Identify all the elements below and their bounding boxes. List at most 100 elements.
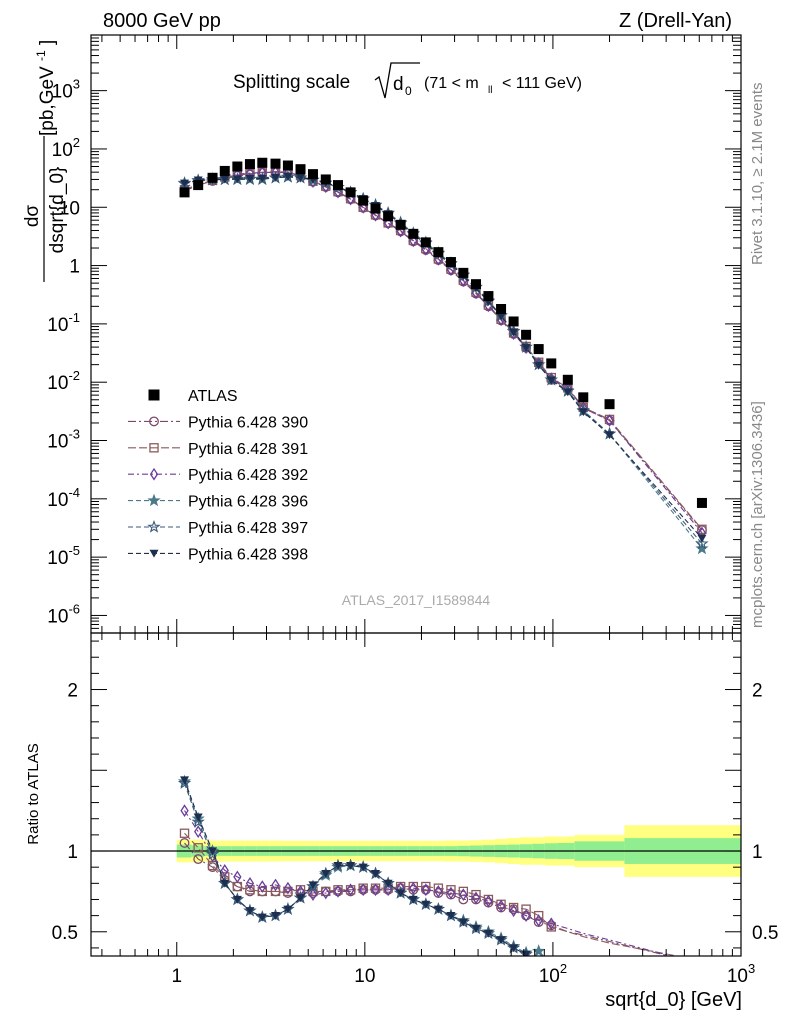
ratio-panel: 0.5 0.5 1 1 2 2 1 10 102 103 Ratio to ATLAS sqrt… — [25, 632, 778, 1011]
ratio-point — [308, 888, 318, 901]
ratio-point — [521, 904, 531, 914]
y-tick-label: 10-1 — [47, 310, 80, 336]
ratio-point — [283, 905, 293, 914]
ratio-point — [421, 881, 431, 892]
ratio-point — [496, 936, 506, 945]
data-point — [207, 172, 218, 183]
ratio-point — [321, 870, 331, 878]
series-atlas — [179, 157, 707, 508]
title-cut-sub: ll — [488, 85, 492, 96]
ratio-point — [257, 913, 267, 922]
ratio-series-pythia-6-428-398 — [180, 776, 531, 956]
data-point — [546, 358, 557, 369]
data-point — [409, 234, 418, 248]
ratio-point — [519, 947, 533, 956]
ratio-point — [333, 861, 343, 870]
data-point — [219, 165, 230, 176]
ratio-series-pythia-6-428-392 — [180, 804, 674, 956]
data-point — [395, 219, 406, 230]
title-cut-end: < 111 GeV) — [502, 75, 582, 92]
ratio-point — [383, 883, 393, 897]
ratio-point — [371, 883, 380, 897]
ratio-y-tick-label-right: 2 — [752, 681, 763, 702]
ratio-point — [271, 912, 281, 920]
ratio-point — [471, 889, 481, 900]
data-point — [546, 376, 556, 385]
ratio-point — [321, 886, 330, 900]
data-point — [232, 161, 243, 172]
data-point — [562, 374, 573, 385]
ratio-point — [271, 878, 280, 892]
data-point — [533, 344, 544, 355]
ratio-y-tick-label: 2 — [67, 681, 78, 702]
title-cut: (71 < m — [424, 75, 479, 92]
ylabel-unit: [pb,GeV -1 ] — [29, 40, 58, 136]
main-frame — [90, 34, 742, 634]
legend-item: Pythia 6.428 391 — [128, 441, 308, 458]
rivet-label: Rivet 3.1.10, ≥ 2.1M events — [749, 83, 766, 266]
ratio-point — [459, 888, 468, 901]
ratio-point — [193, 813, 203, 822]
legend-label: Pythia 6.428 397 — [188, 520, 308, 537]
ratio-point — [446, 885, 456, 895]
ratio-point — [180, 776, 190, 785]
ratio-point — [257, 886, 268, 897]
series-pythia-6-428-398 — [180, 173, 707, 543]
legend: ATLAS Pythia 6.428 390 Pythia 6.428 391 Pyt… — [128, 388, 308, 563]
legend-marker — [147, 520, 161, 533]
ratio-point — [220, 879, 230, 888]
ratio-point — [433, 883, 444, 893]
series-line — [184, 176, 703, 545]
data-point — [696, 497, 707, 508]
data-point — [180, 179, 190, 188]
data-point — [370, 203, 381, 214]
legend-label: ATLAS — [188, 388, 238, 405]
ratio-point — [177, 776, 192, 789]
data-point — [282, 160, 293, 171]
ratio-frame — [90, 632, 742, 957]
ylabel-unit-exp: -1 — [34, 50, 48, 61]
data-point — [346, 192, 355, 206]
ratio-ylabel: Ratio to ATLAS — [25, 743, 42, 844]
data-point — [333, 180, 344, 191]
y-tick-label: 10-2 — [47, 368, 80, 394]
ratio-point — [509, 904, 518, 918]
ratio-point — [193, 854, 204, 865]
ratio-point — [245, 885, 255, 895]
legend-label: Pythia 6.428 391 — [188, 441, 308, 458]
ratio-point — [509, 944, 519, 953]
legend-label: Pythia 6.428 390 — [188, 414, 308, 431]
ratio-point — [434, 885, 443, 898]
data-point — [420, 237, 431, 248]
ratio-data-layer — [177, 774, 680, 956]
legend-label: Pythia 6.428 398 — [188, 546, 308, 563]
ratio-point — [205, 847, 220, 860]
ratio-point — [547, 917, 556, 931]
data-point — [283, 173, 293, 181]
ratio-point — [283, 881, 293, 895]
ylabel-numerator: dσ — [22, 205, 43, 228]
legend-label: Pythia 6.428 396 — [188, 494, 308, 511]
ratio-point — [433, 905, 443, 914]
ratio-point — [346, 861, 356, 870]
data-point — [307, 169, 318, 180]
data-point — [220, 175, 230, 184]
data-point — [270, 158, 281, 169]
main-ylabel: dσ dsqrt{d_0} [pb,GeV -1 ] — [22, 40, 68, 282]
ratio-point — [458, 918, 468, 927]
legend-marker — [148, 389, 160, 401]
analysis-watermark: ATLAS_2017_I1589844 — [342, 592, 491, 608]
ratio-point — [383, 879, 393, 888]
data-point — [521, 329, 532, 340]
ratio-point — [396, 889, 406, 898]
x-tick-label: 102 — [539, 961, 567, 987]
ratio-point — [458, 886, 469, 897]
data-point — [697, 524, 707, 535]
ratio-point — [308, 881, 318, 890]
main-title: Splitting scale — [233, 72, 350, 93]
data-point — [578, 392, 589, 403]
data-point — [697, 534, 707, 543]
series-line — [184, 176, 703, 539]
ratio-point — [179, 828, 190, 838]
